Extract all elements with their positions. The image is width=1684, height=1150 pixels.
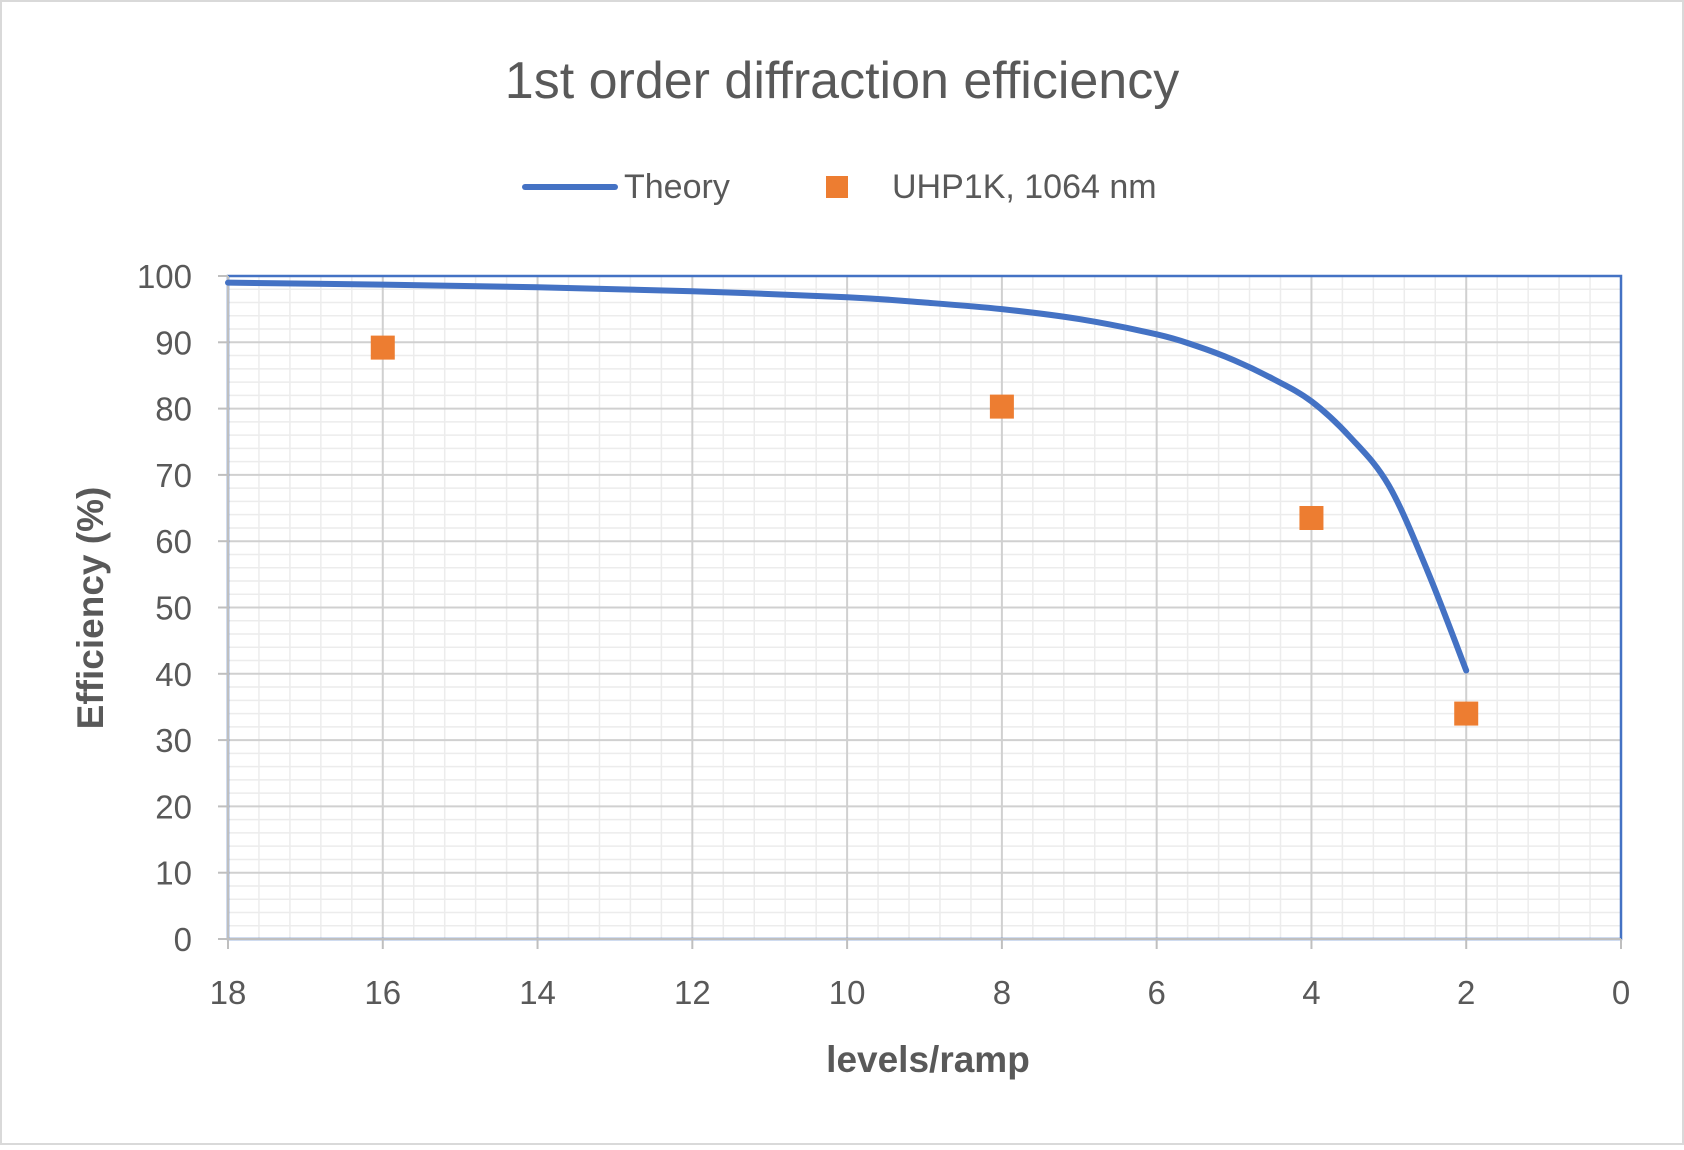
x-axis-ticks: 18 16 14 12 10 8 6 4 2 0 bbox=[210, 939, 1630, 1011]
x-tick-label: 14 bbox=[519, 974, 556, 1011]
y-tick-label: 60 bbox=[155, 523, 192, 560]
y-tick-label: 100 bbox=[137, 258, 192, 295]
x-tick-label: 8 bbox=[993, 974, 1011, 1011]
y-tick-label: 10 bbox=[155, 855, 192, 892]
y-tick-label: 90 bbox=[155, 324, 192, 361]
x-tick-label: 4 bbox=[1302, 974, 1320, 1011]
y-axis-title: Efficiency (%) bbox=[70, 487, 111, 730]
legend-uhp1k-label: UHP1K, 1064 nm bbox=[892, 168, 1157, 206]
legend-theory-label: Theory bbox=[624, 168, 730, 206]
y-tick-label: 20 bbox=[155, 788, 192, 825]
y-tick-label: 0 bbox=[174, 921, 192, 958]
y-tick-label: 80 bbox=[155, 391, 192, 428]
x-tick-label: 16 bbox=[364, 974, 401, 1011]
x-tick-label: 2 bbox=[1457, 974, 1475, 1011]
legend-uhp1k-swatch bbox=[826, 176, 848, 198]
x-tick-label: 18 bbox=[210, 974, 247, 1011]
y-tick-label: 30 bbox=[155, 722, 192, 759]
uhp1k-series bbox=[370, 335, 1479, 726]
uhp1k-point bbox=[1299, 505, 1324, 530]
y-tick-label: 50 bbox=[155, 590, 192, 627]
uhp1k-point bbox=[370, 335, 395, 360]
x-tick-label: 6 bbox=[1147, 974, 1165, 1011]
theory-line bbox=[225, 279, 1470, 674]
y-tick-label: 40 bbox=[155, 656, 192, 693]
x-tick-label: 10 bbox=[829, 974, 866, 1011]
x-tick-label: 12 bbox=[674, 974, 711, 1011]
uhp1k-point bbox=[1454, 701, 1479, 726]
uhp1k-point bbox=[989, 394, 1014, 419]
x-axis-title: levels/ramp bbox=[826, 1039, 1030, 1080]
x-tick-label: 0 bbox=[1612, 974, 1630, 1011]
theory-series bbox=[225, 279, 1470, 674]
y-tick-label: 70 bbox=[155, 457, 192, 494]
legend: Theory UHP1K, 1064 nm bbox=[522, 168, 1157, 206]
chart-title: 1st order diffraction efficiency bbox=[505, 52, 1179, 110]
y-axis-ticks: 0 10 20 30 40 50 60 70 80 90 100 bbox=[137, 258, 228, 958]
